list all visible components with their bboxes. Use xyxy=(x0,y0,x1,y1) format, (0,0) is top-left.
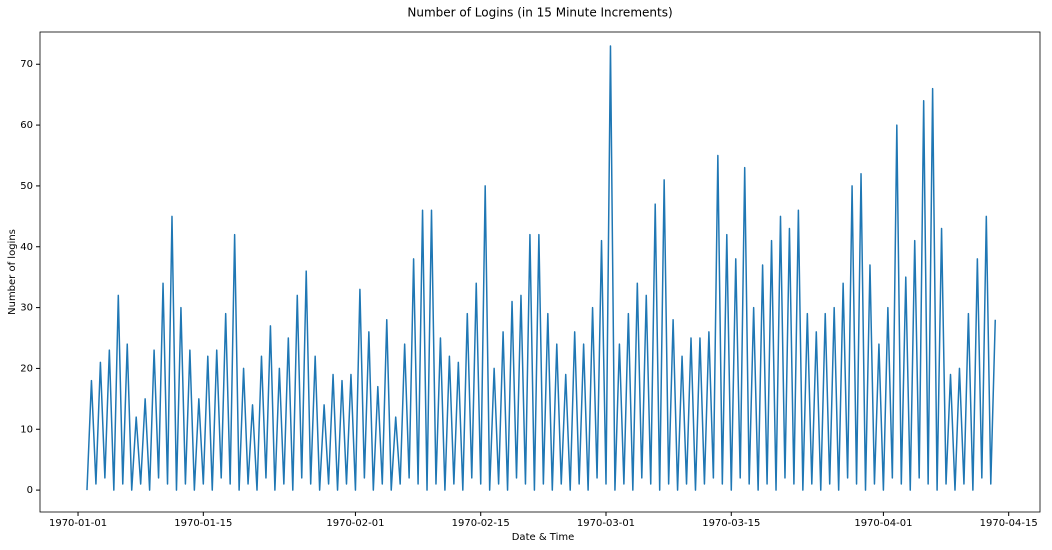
y-tick-label: 20 xyxy=(20,363,33,374)
y-tick-label: 50 xyxy=(20,181,33,192)
chart-title: Number of Logins (in 15 Minute Increment… xyxy=(407,6,672,20)
x-tick-label: 1970-01-15 xyxy=(174,518,232,529)
x-tick-label: 1970-04-15 xyxy=(980,518,1038,529)
x-tick-label: 1970-01-01 xyxy=(49,518,107,529)
x-tick-label: 1970-04-01 xyxy=(854,518,912,529)
x-tick-label: 1970-02-15 xyxy=(452,518,510,529)
plot-frame xyxy=(39,31,1041,513)
x-tick-label: 1970-03-15 xyxy=(702,518,760,529)
y-tick-label: 40 xyxy=(20,242,33,253)
data-line xyxy=(86,45,997,491)
x-axis-label: Date & Time xyxy=(512,532,575,543)
y-tick-label: 60 xyxy=(20,120,33,131)
y-tick-label: 10 xyxy=(20,424,33,435)
x-tick-label: 1970-03-01 xyxy=(577,518,635,529)
x-tick-label: 1970-02-01 xyxy=(326,518,384,529)
y-tick-label: 70 xyxy=(20,59,33,70)
y-tick-label: 0 xyxy=(27,485,33,496)
y-tick-label: 30 xyxy=(20,303,33,314)
y-axis-label: Number of logins xyxy=(7,229,18,315)
